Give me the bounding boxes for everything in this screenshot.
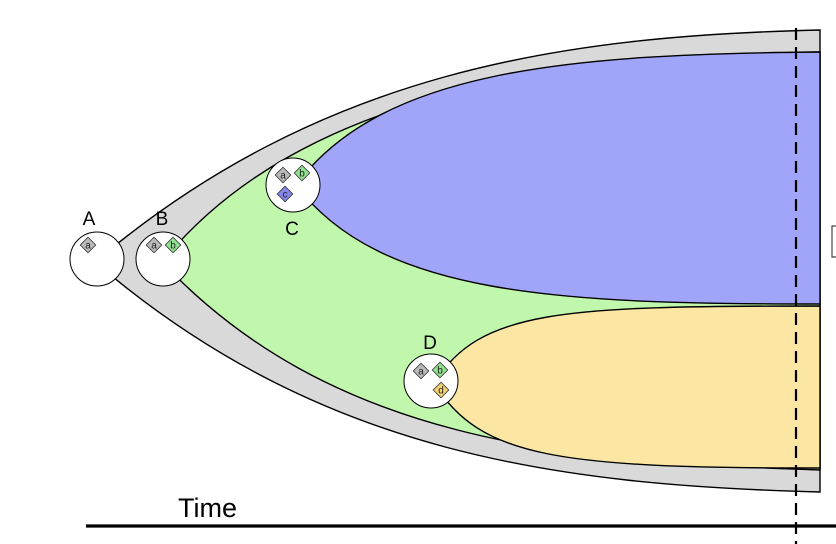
svg-text:a: a <box>418 367 424 378</box>
clone-label-b: B <box>156 209 169 230</box>
svg-text:a: a <box>85 241 91 252</box>
mutation-b-marker: b <box>164 236 182 254</box>
svg-text:c: c <box>283 190 288 201</box>
time-label: Time <box>178 493 237 523</box>
clone-d-cell: a b d <box>403 353 459 409</box>
mutation-b-marker: b <box>431 361 449 379</box>
mutation-a-marker: a <box>274 166 292 184</box>
clone-b-cell: a b <box>135 231 191 287</box>
mutation-a-marker: a <box>79 236 97 254</box>
clone-a-cell: a <box>69 231 125 287</box>
svg-text:a: a <box>280 171 286 182</box>
clipped-box <box>831 225 836 258</box>
clone-c-cell: a b c <box>265 157 321 213</box>
mutation-a-marker: a <box>145 236 163 254</box>
mutation-b-marker: b <box>293 164 311 182</box>
clone-label-d: D <box>423 333 437 354</box>
svg-text:d: d <box>438 386 444 397</box>
svg-text:b: b <box>299 169 305 180</box>
mutation-c-marker: c <box>276 185 294 203</box>
mutation-a-marker: a <box>412 362 430 380</box>
svg-text:a: a <box>151 241 157 252</box>
clone-label-a: A <box>83 209 96 230</box>
clone-label-c: C <box>285 219 299 240</box>
svg-text:b: b <box>437 366 443 377</box>
svg-text:b: b <box>170 241 176 252</box>
mutation-d-marker: d <box>432 381 450 399</box>
